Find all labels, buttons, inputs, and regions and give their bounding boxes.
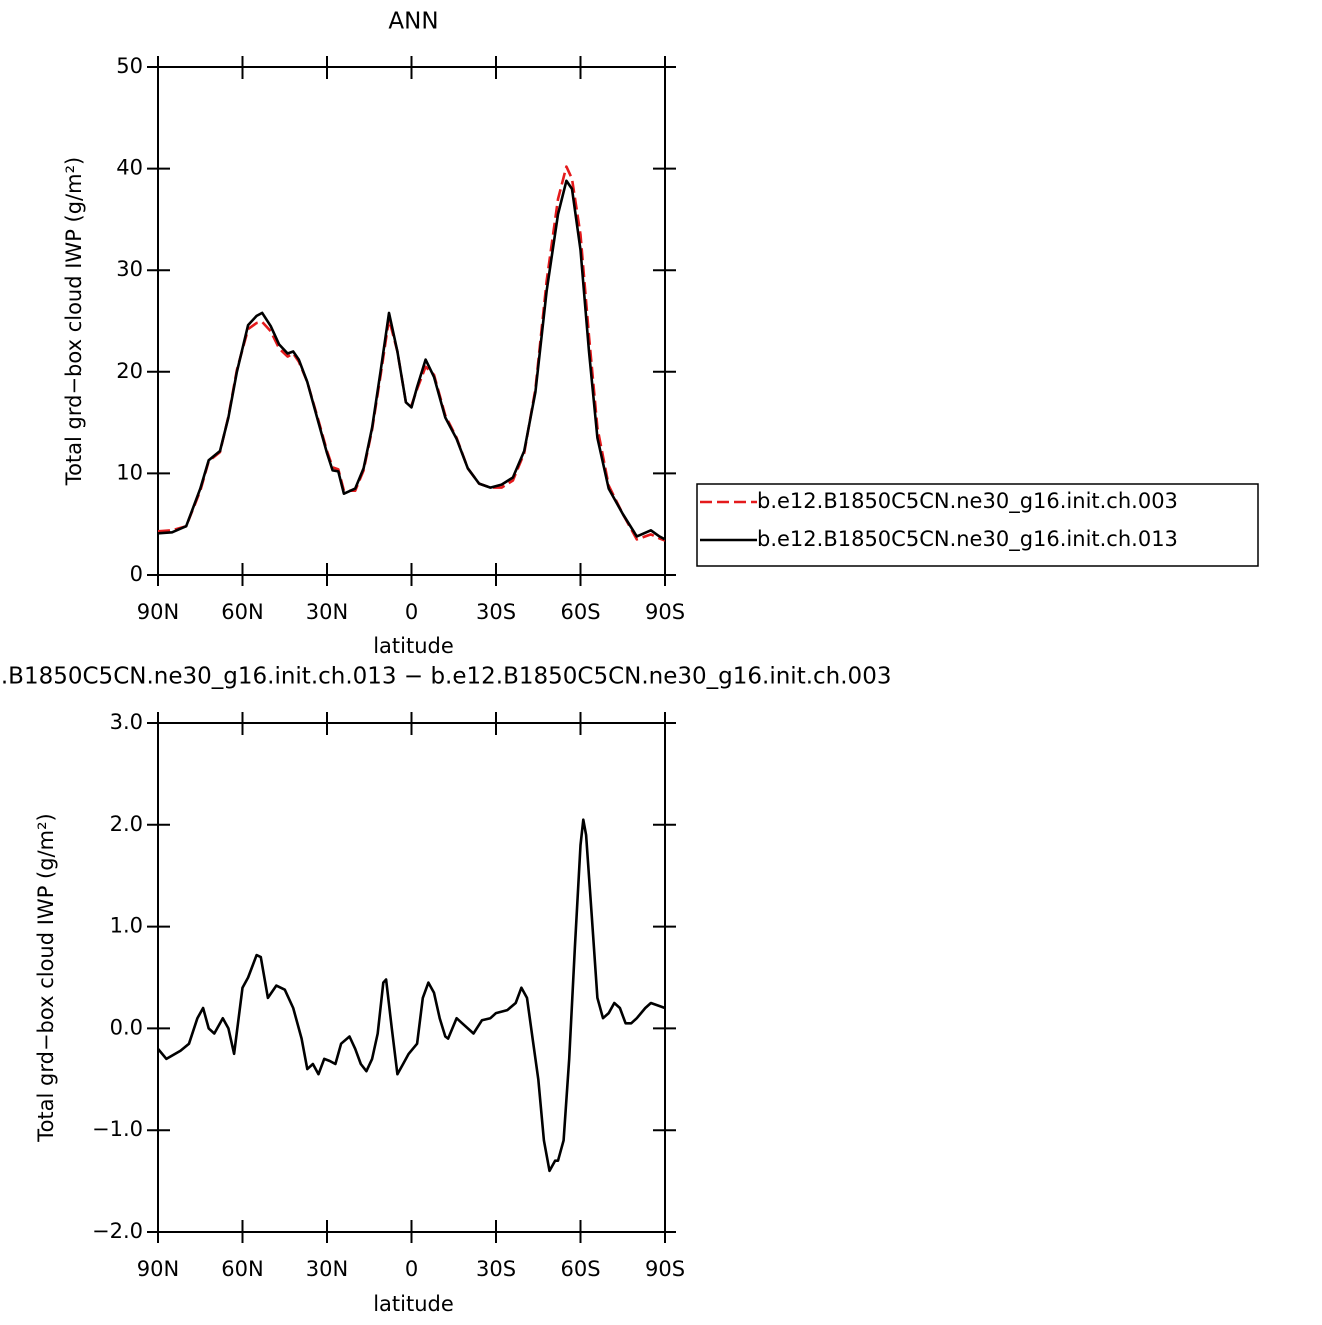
x-tick-label: 60S — [560, 1257, 600, 1281]
y-tick-label: 20 — [116, 359, 143, 383]
y-tick-label: 50 — [116, 54, 143, 78]
x-tick-label: 30N — [306, 600, 348, 624]
x-axis-label: latitude — [373, 1292, 454, 1316]
x-tick-label: 90S — [645, 600, 685, 624]
y-tick-label: 3.0 — [110, 710, 143, 734]
x-tick-label: 60S — [560, 600, 600, 624]
x-tick-label: 90S — [645, 1257, 685, 1281]
chart-title: b.e12.B1850C5CN.ne30_g16.init.ch.013 − b… — [0, 664, 891, 690]
plot-frame — [157, 66, 666, 576]
x-tick-label: 0 — [405, 600, 418, 624]
x-tick-label: 60N — [221, 1257, 263, 1281]
y-tick-label: 1.0 — [110, 914, 143, 938]
x-tick-label: 90N — [137, 600, 179, 624]
data-line — [158, 818, 665, 1173]
x-tick-label: 30N — [306, 1257, 348, 1281]
y-tick-label: 0.0 — [110, 1015, 143, 1039]
y-axis-label: Total grd−box cloud IWP (g/m²) — [62, 157, 86, 486]
y-tick-label: −1.0 — [92, 1117, 143, 1141]
x-tick-label: 60N — [221, 600, 263, 624]
y-tick-label: 0 — [130, 562, 143, 586]
x-tick-label: 0 — [405, 1257, 418, 1281]
y-tick-label: 40 — [116, 156, 143, 180]
x-tick-label: 30S — [476, 1257, 516, 1281]
y-tick-label: 30 — [116, 257, 143, 281]
legend-box — [696, 483, 1259, 567]
y-tick-label: 2.0 — [110, 812, 143, 836]
x-tick-label: 90N — [137, 1257, 179, 1281]
legend-label: b.e12.B1850C5CN.ne30_g16.init.ch.003 — [757, 489, 1178, 514]
legend-label: b.e12.B1850C5CN.ne30_g16.init.ch.013 — [757, 527, 1178, 552]
y-tick-label: 10 — [116, 460, 143, 484]
y-tick-label: −2.0 — [92, 1219, 143, 1243]
chart-title: ANN — [388, 9, 438, 35]
data-line — [158, 179, 665, 541]
y-axis-label: Total grd−box cloud IWP (g/m²) — [34, 813, 58, 1142]
x-tick-label: 30S — [476, 600, 516, 624]
plot-frame — [157, 722, 666, 1233]
x-axis-label: latitude — [373, 634, 454, 658]
